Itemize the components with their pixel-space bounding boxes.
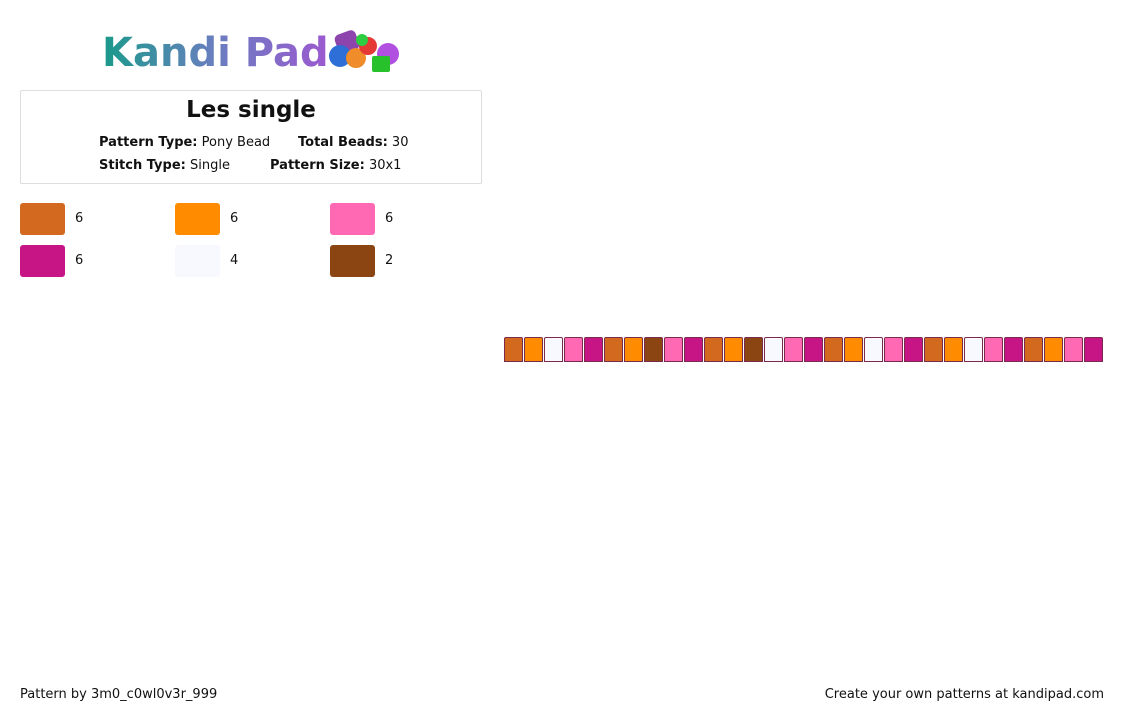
bead-count: 6 xyxy=(385,211,394,226)
bead xyxy=(524,337,543,362)
bead xyxy=(764,337,783,362)
bead xyxy=(564,337,583,362)
bead xyxy=(664,337,683,362)
color-swatch xyxy=(175,203,220,235)
bead xyxy=(904,337,923,362)
bead xyxy=(1044,337,1063,362)
color-swatch xyxy=(20,203,65,235)
bead xyxy=(684,337,703,362)
bead xyxy=(824,337,843,362)
pattern-info: Les single Pattern Type: Pony Bead Total… xyxy=(20,90,482,184)
bead xyxy=(724,337,743,362)
info-row: Total Beads: 30 xyxy=(298,135,408,150)
value: 30 xyxy=(391,135,409,150)
bead xyxy=(1024,337,1043,362)
bead xyxy=(984,337,1003,362)
bead xyxy=(644,337,663,362)
color-swatch xyxy=(330,245,375,277)
color-swatch xyxy=(175,245,220,277)
color-swatch xyxy=(330,203,375,235)
bead xyxy=(744,337,763,362)
bead xyxy=(504,337,523,362)
logo-text: Kandi Pad xyxy=(102,30,329,76)
bead xyxy=(804,337,823,362)
info-row: Pattern Size: 30x1 xyxy=(270,158,401,173)
bead xyxy=(1004,337,1023,362)
bead-count: 4 xyxy=(230,253,239,268)
pattern-title: Les single xyxy=(186,97,316,123)
label: Stitch Type: xyxy=(99,158,186,173)
label: Pattern Size: xyxy=(270,158,365,173)
bead-count: 6 xyxy=(75,211,84,226)
bead xyxy=(1084,337,1103,362)
bead xyxy=(964,337,983,362)
label: Pattern Type: xyxy=(99,135,198,150)
logo: Kandi Pad xyxy=(102,30,399,76)
footer-link: Create your own patterns at kandipad.com xyxy=(824,687,1104,702)
bead xyxy=(584,337,603,362)
value: Pony Bead xyxy=(201,135,271,150)
info-row: Stitch Type: Single xyxy=(99,158,230,173)
bead-count: 6 xyxy=(230,211,239,226)
bead-count: 6 xyxy=(75,253,84,268)
color-swatch xyxy=(20,245,65,277)
logo-beads xyxy=(329,30,399,72)
bead-count: 2 xyxy=(385,253,394,268)
bead xyxy=(944,337,963,362)
bead xyxy=(604,337,623,362)
footer-credit: Pattern by 3m0_c0wl0v3r_999 xyxy=(20,687,218,702)
bead xyxy=(704,337,723,362)
bead xyxy=(784,337,803,362)
bead xyxy=(1064,337,1083,362)
label: Total Beads: xyxy=(298,135,388,150)
bead xyxy=(844,337,863,362)
info-row: Pattern Type: Pony Bead xyxy=(99,135,270,150)
bead xyxy=(624,337,643,362)
bead xyxy=(884,337,903,362)
value: Single xyxy=(190,158,230,173)
bead xyxy=(544,337,563,362)
bead xyxy=(864,337,883,362)
value: 30x1 xyxy=(368,158,402,173)
bead xyxy=(924,337,943,362)
